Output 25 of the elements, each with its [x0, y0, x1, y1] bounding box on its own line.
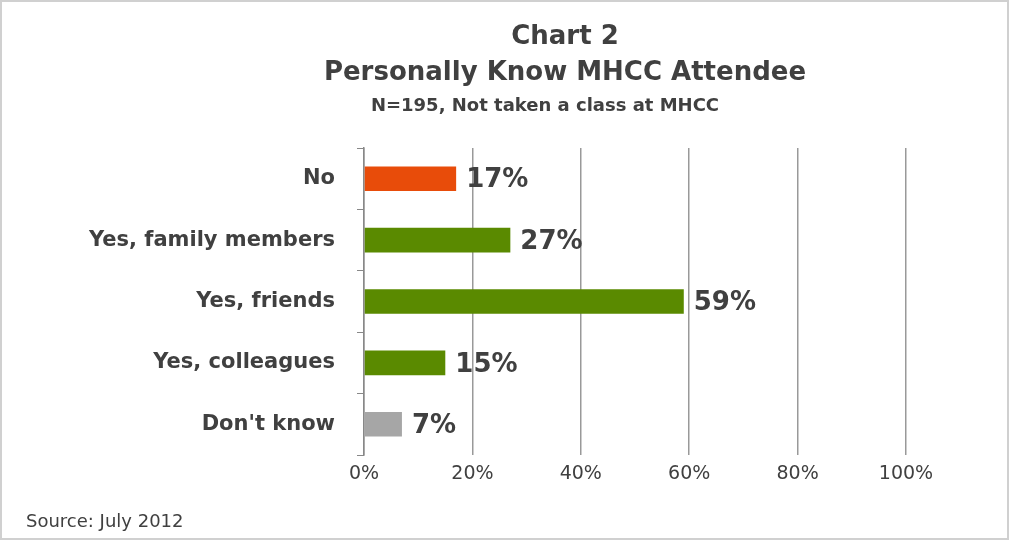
y-tick-label: Don't know [201, 410, 335, 435]
y-tick-label: Yes, colleagues [152, 349, 335, 374]
y-tick-label: Yes, friends [195, 287, 335, 312]
y-tick-label: No [302, 165, 335, 190]
chart-subtitle: Personally Know MHCC Attendee [322, 56, 808, 86]
bar [364, 350, 446, 376]
bar [364, 166, 457, 191]
x-tick-label: 0% [348, 461, 380, 484]
x-tick-label: 20% [451, 461, 494, 484]
data-label: 15% [455, 347, 518, 378]
data-label: 27% [520, 224, 583, 255]
data-label: 7% [411, 409, 457, 440]
y-tick-label: Yes, family members [87, 226, 335, 251]
x-tick-label: 40% [559, 461, 602, 484]
data-label: 59% [693, 286, 757, 317]
bar [364, 289, 684, 314]
source-note: Source: July 2012 [26, 510, 184, 531]
data-label: 17% [466, 163, 529, 194]
x-tick-label: 80% [776, 461, 819, 484]
bar [364, 227, 511, 253]
x-tick-label: 100% [878, 461, 934, 484]
x-tick-label: 60% [668, 461, 711, 484]
bar [364, 412, 402, 437]
text: N=195, Not taken a class at MHCC [369, 94, 721, 115]
chart-title: Chart 2 [510, 20, 620, 50]
